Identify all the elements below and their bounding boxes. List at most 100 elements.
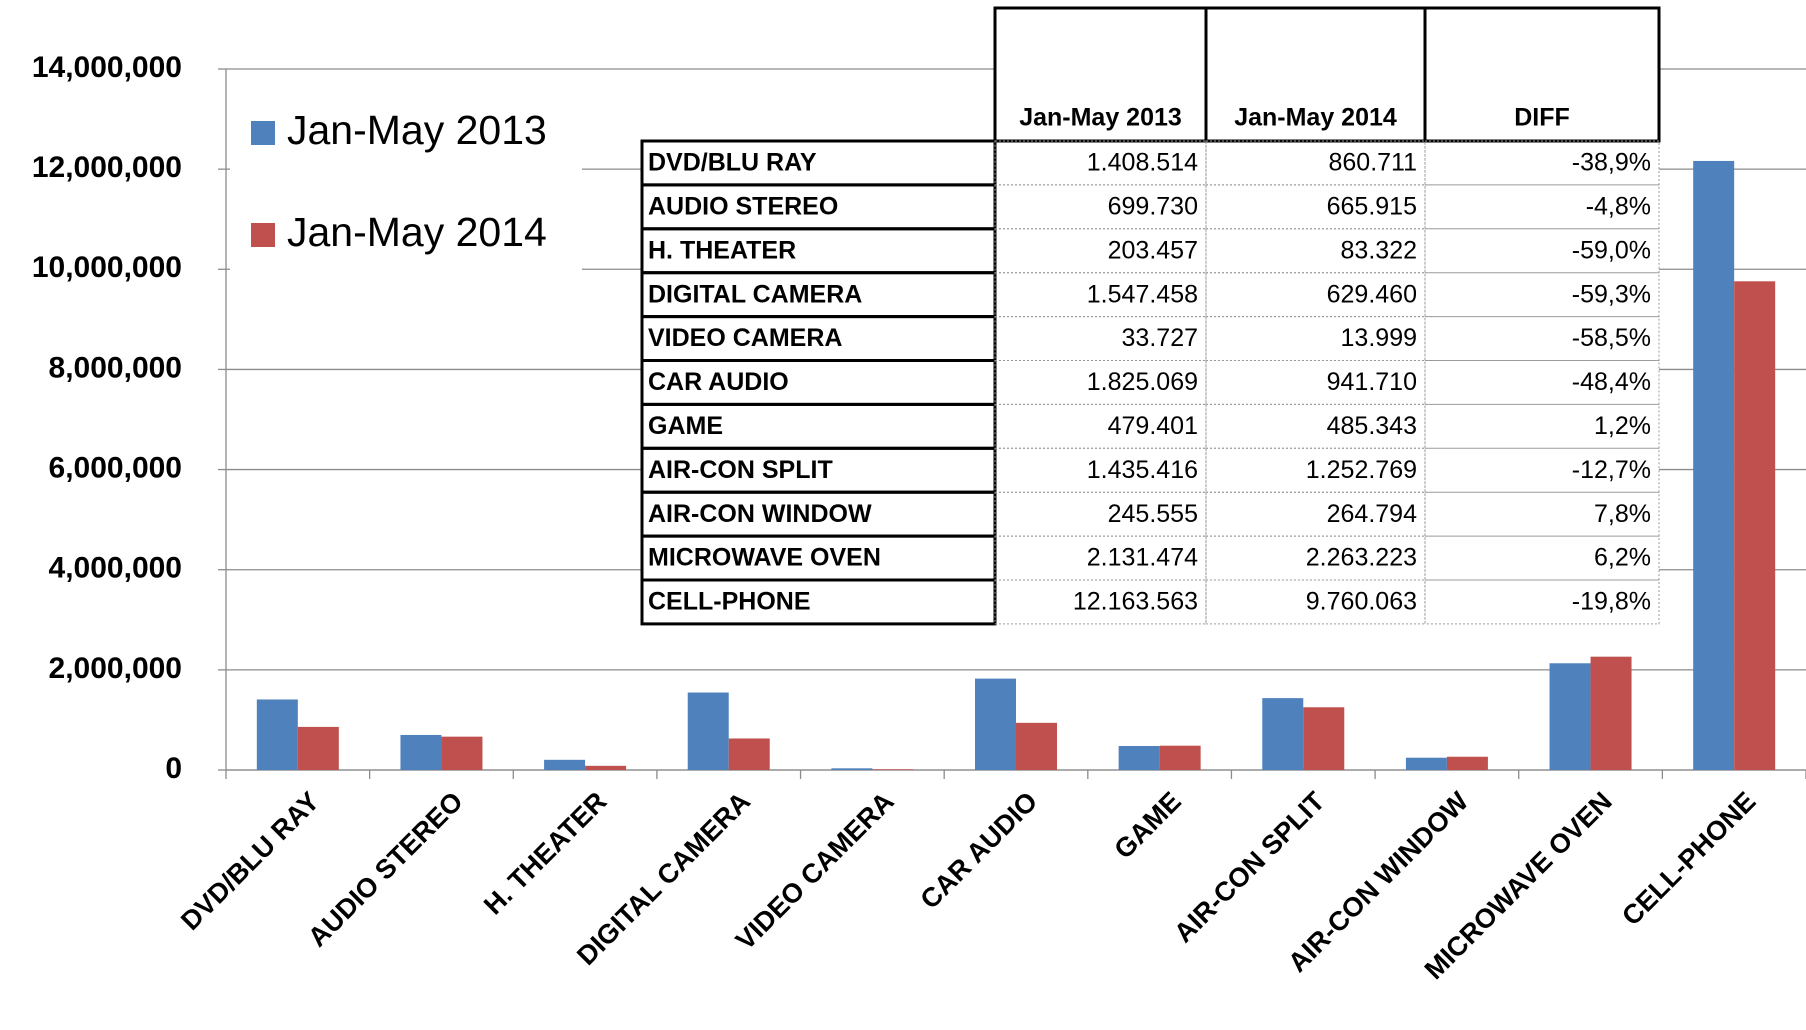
cell-value: 12.163.563 <box>1073 588 1198 616</box>
x-tick-label: H. THEATER <box>478 786 612 920</box>
bar <box>1693 160 1735 771</box>
bar <box>297 726 339 770</box>
row-label: AIR-CON WINDOW <box>648 500 872 528</box>
table-cell <box>1424 316 1660 362</box>
table-cell <box>1424 447 1660 493</box>
table-cell <box>994 579 1207 625</box>
cell-value: -4,8% <box>1586 192 1651 220</box>
cell-value: 7,8% <box>1594 500 1651 528</box>
y-tick-label: 10,000,000 <box>32 251 182 284</box>
bar <box>872 769 914 770</box>
bar <box>687 692 729 770</box>
cell-value: -48,4% <box>1572 368 1651 396</box>
cell-value: 1.547.458 <box>1087 280 1198 308</box>
legend-label: Jan-May 2014 <box>287 209 547 255</box>
x-tick-label: VIDEO CAMERA <box>730 786 900 956</box>
table-bg <box>642 141 1659 624</box>
table-header-bg <box>995 8 1659 141</box>
table-cell <box>1424 360 1660 405</box>
row-label: CAR AUDIO <box>648 368 789 396</box>
x-tick-label: DVD/BLU RAY <box>175 786 325 936</box>
cell-value: 479.401 <box>1108 412 1198 440</box>
legend-label: Jan-May 2013 <box>287 107 547 153</box>
row-label: AIR-CON SPLIT <box>648 456 833 484</box>
cell-value: 485.343 <box>1327 412 1417 440</box>
cell-value: 1.435.416 <box>1087 456 1198 484</box>
bar <box>544 759 586 770</box>
y-tick-label: 4,000,000 <box>49 552 182 585</box>
y-tick-label: 14,000,000 <box>32 51 182 84</box>
bar <box>1262 698 1304 770</box>
row-label: GAME <box>648 412 723 440</box>
cell-value: 9.760.063 <box>1306 588 1417 616</box>
legend-swatch <box>251 121 275 145</box>
legend-swatch <box>251 223 275 247</box>
cell-value: 1.408.514 <box>1087 149 1198 177</box>
y-tick-label: 2,000,000 <box>49 652 182 685</box>
bar <box>1016 722 1057 770</box>
bar <box>831 768 873 770</box>
table-cell <box>1424 140 1660 186</box>
header-text: Jan-May 2013 <box>1019 104 1182 132</box>
bar <box>1446 756 1488 770</box>
table-cell <box>1424 272 1660 318</box>
table-cell <box>1424 579 1660 625</box>
cell-value: 33.727 <box>1122 324 1198 352</box>
bar <box>1405 757 1447 770</box>
x-tick-label: AIR-CON SPLIT <box>1168 786 1331 949</box>
cell-value: 1.252.769 <box>1306 456 1417 484</box>
cell-value: 6,2% <box>1594 544 1651 572</box>
cell-value: 699.730 <box>1108 192 1198 220</box>
cell-value: 2.131.474 <box>1087 544 1198 572</box>
header-text: Jan-May 2014 <box>1234 104 1397 132</box>
x-tick-label: CELL-PHONE <box>1616 786 1761 931</box>
cell-value: 13.999 <box>1341 324 1417 352</box>
bar <box>728 738 770 770</box>
row-label: CELL-PHONE <box>648 588 811 616</box>
x-tick-label: GAME <box>1108 786 1186 864</box>
row-label: DIGITAL CAMERA <box>648 280 862 308</box>
bar <box>441 736 483 770</box>
bar <box>975 678 1016 770</box>
cell-value: -12,7% <box>1572 456 1651 484</box>
cell-value: 860.711 <box>1328 149 1417 177</box>
cell-value: 665.915 <box>1327 192 1417 220</box>
y-tick-label: 12,000,000 <box>32 151 182 184</box>
cell-value: -59,3% <box>1572 280 1651 308</box>
bar <box>1303 707 1345 770</box>
x-tick-label: CAR AUDIO <box>915 786 1044 915</box>
cell-value: 203.457 <box>1108 236 1198 264</box>
cell-value: -19,8% <box>1572 588 1651 616</box>
table-cell <box>1424 491 1660 537</box>
row-label: VIDEO CAMERA <box>648 324 842 352</box>
bar <box>256 699 298 770</box>
cell-value: 2.263.223 <box>1306 544 1417 572</box>
bar <box>1734 281 1776 770</box>
bar <box>585 765 627 770</box>
cell-value: 941.710 <box>1327 368 1417 396</box>
cell-value: 264.794 <box>1327 500 1417 528</box>
bar <box>1118 745 1160 770</box>
y-tick-label: 0 <box>165 752 182 785</box>
table-cell <box>1424 535 1660 581</box>
bar <box>1590 656 1632 770</box>
table-cell <box>640 578 997 626</box>
table-cell <box>1424 184 1660 230</box>
row-label: AUDIO STEREO <box>648 192 838 220</box>
cell-value: -38,9% <box>1572 149 1651 177</box>
cell-value: 1.825.069 <box>1087 368 1198 396</box>
row-label: H. THEATER <box>648 236 796 264</box>
y-tick-label: 8,000,000 <box>49 351 182 384</box>
cell-value: 245.555 <box>1108 500 1198 528</box>
cell-value: -59,0% <box>1572 236 1651 264</box>
header-text: DIFF <box>1514 104 1570 132</box>
cell-value: -58,5% <box>1572 324 1651 352</box>
cell-value: 629.460 <box>1327 280 1417 308</box>
bar <box>400 734 442 770</box>
row-label: MICROWAVE OVEN <box>648 544 881 572</box>
legend-box <box>230 98 582 276</box>
bar <box>1159 745 1201 770</box>
cell-value: 83.322 <box>1341 236 1417 264</box>
